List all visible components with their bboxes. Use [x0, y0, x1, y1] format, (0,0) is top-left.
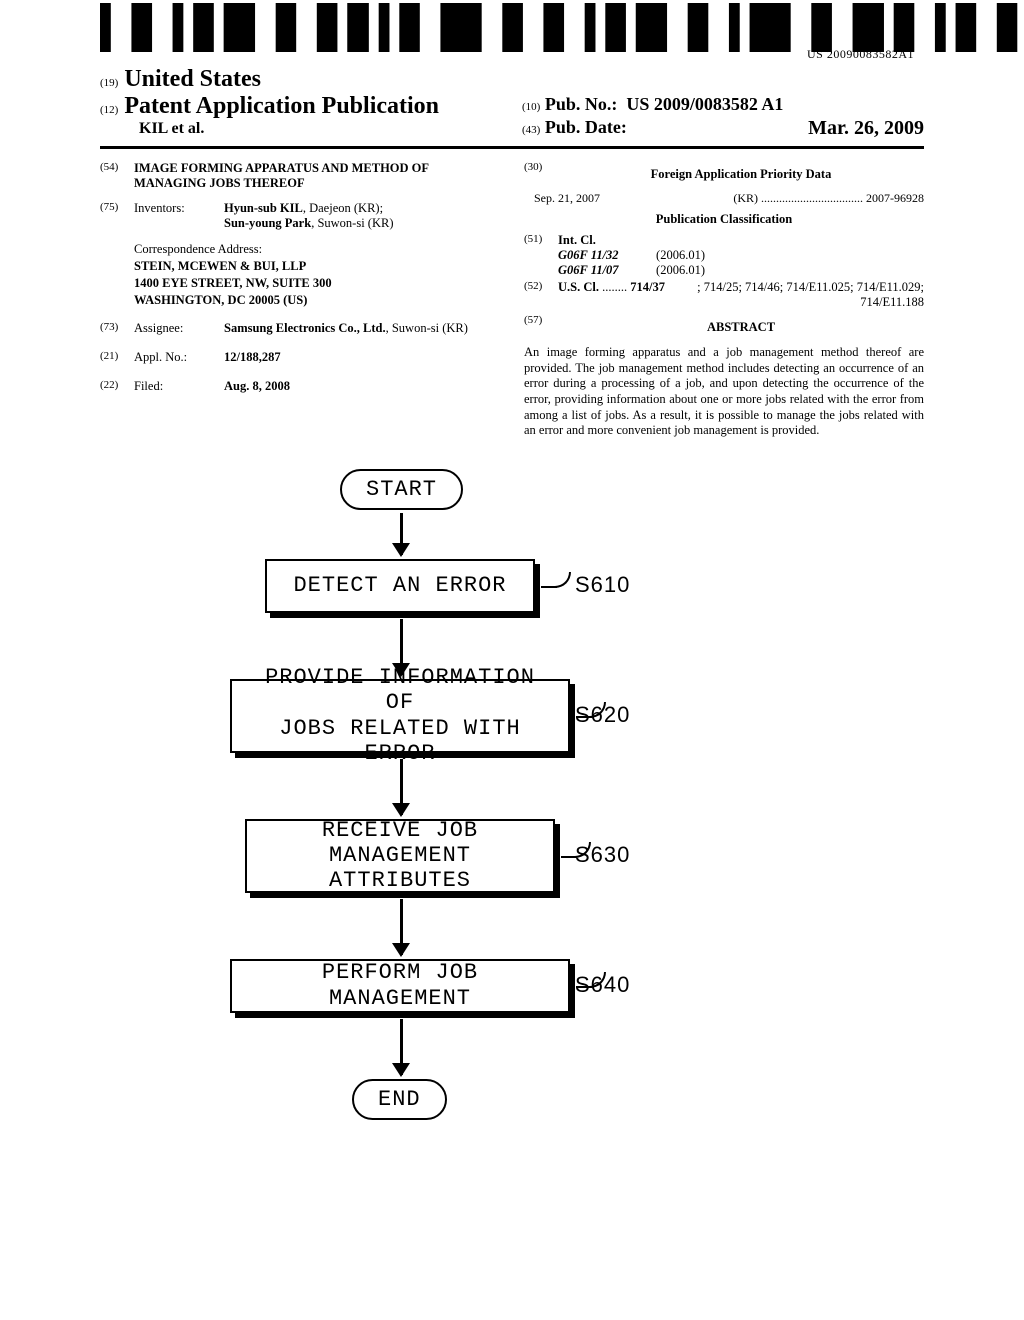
flowchart-label-s640: S640	[575, 972, 630, 998]
appl-value: 12/188,287	[224, 350, 281, 364]
code-43: (43)	[522, 124, 540, 136]
abstract-text: An image forming apparatus and a job man…	[524, 345, 924, 439]
code-22: (22)	[100, 379, 134, 394]
code-54: (54)	[100, 161, 134, 191]
flowchart-arrow	[400, 899, 403, 955]
bibliographic-block: (54) IMAGE FORMING APPARATUS AND METHOD …	[100, 161, 924, 439]
code-51: (51)	[524, 233, 558, 278]
flowchart-s630: RECEIVE JOBMANAGEMENT ATTRIBUTES	[245, 819, 555, 893]
uscl-label: U.S. Cl.	[558, 280, 599, 294]
flowchart-label-s610: S610	[575, 572, 630, 598]
barcode-block: ▌▐▌▐▐▌█▌▐▌▐▌█▐▐▌▐█▌▐▌▐▌▐▐▌█▌▐▌▐▐█▌▐▌▐█▐▌…	[100, 15, 924, 62]
flowchart-label-s630: S630	[575, 842, 630, 868]
pubdate-label: Pub. Date:	[545, 117, 627, 137]
correspondence-address: Correspondence Address: STEIN, MCEWEN & …	[134, 241, 500, 309]
pub-classification-title: Publication Classification	[524, 212, 924, 227]
assignee-label: Assignee:	[134, 321, 224, 336]
flowchart-arrow	[400, 513, 403, 555]
intcl-label: Int. Cl.	[558, 233, 596, 247]
flowchart-label-s620: S620	[575, 702, 630, 728]
code-12: (12)	[100, 104, 118, 116]
barcode-graphic: ▌▐▌▐▐▌█▌▐▌▐▌█▐▐▌▐█▌▐▌▐▌▐▐▌█▌▐▌▐▐█▌▐▌▐█▐▌…	[100, 12, 1024, 42]
header-rule	[100, 146, 924, 149]
foreign-priority-title: Foreign Application Priority Data	[558, 167, 924, 182]
filed-label: Filed:	[134, 379, 224, 394]
patent-header: (19) United States (12) Patent Applicati…	[100, 66, 924, 140]
country: United States	[124, 66, 261, 92]
flowchart-start: START	[340, 469, 463, 510]
appl-label: Appl. No.:	[134, 350, 224, 365]
pubno-value: US 2009/0083582 A1	[626, 94, 783, 114]
inventor-2: Sun-young Park	[224, 216, 311, 230]
flowchart-s640: PERFORM JOB MANAGEMENT	[230, 959, 570, 1013]
invention-title: IMAGE FORMING APPARATUS AND METHOD OF MA…	[134, 161, 429, 190]
inventor-1: Hyun-sub KIL	[224, 201, 303, 215]
code-52: (52)	[524, 280, 558, 310]
flowchart-end: END	[352, 1079, 447, 1120]
code-73: (73)	[100, 321, 134, 336]
code-57: (57)	[524, 314, 558, 341]
flowchart-s620: PROVIDE INFORMATION OFJOBS RELATED WITH …	[230, 679, 570, 753]
abstract-label: ABSTRACT	[707, 320, 775, 334]
filed-value: Aug. 8, 2008	[224, 379, 290, 393]
flowchart-arrow	[400, 1019, 403, 1075]
code-10: (10)	[522, 101, 540, 113]
flowchart-arrow	[400, 759, 403, 815]
assignee-value: Samsung Electronics Co., Ltd.	[224, 321, 386, 335]
authors: KIL et al.	[139, 120, 502, 138]
flowchart-s610: DETECT AN ERROR	[265, 559, 535, 613]
code-21: (21)	[100, 350, 134, 365]
code-19: (19)	[100, 77, 118, 89]
pubno-label: Pub. No.:	[545, 94, 618, 114]
pubdate-value: Mar. 26, 2009	[808, 117, 924, 140]
flowchart-figure: START DETECT AN ERROR S610 PROVIDE INFORMAT…	[100, 469, 924, 1189]
inventors-label: Inventors:	[134, 201, 224, 231]
code-30: (30)	[524, 161, 558, 188]
code-75: (75)	[100, 201, 134, 231]
pub-type: Patent Application Publication	[124, 93, 439, 119]
flowchart-connector-curve	[555, 572, 571, 588]
priority-row: Sep. 21, 2007 (KR) .....................…	[534, 191, 924, 206]
